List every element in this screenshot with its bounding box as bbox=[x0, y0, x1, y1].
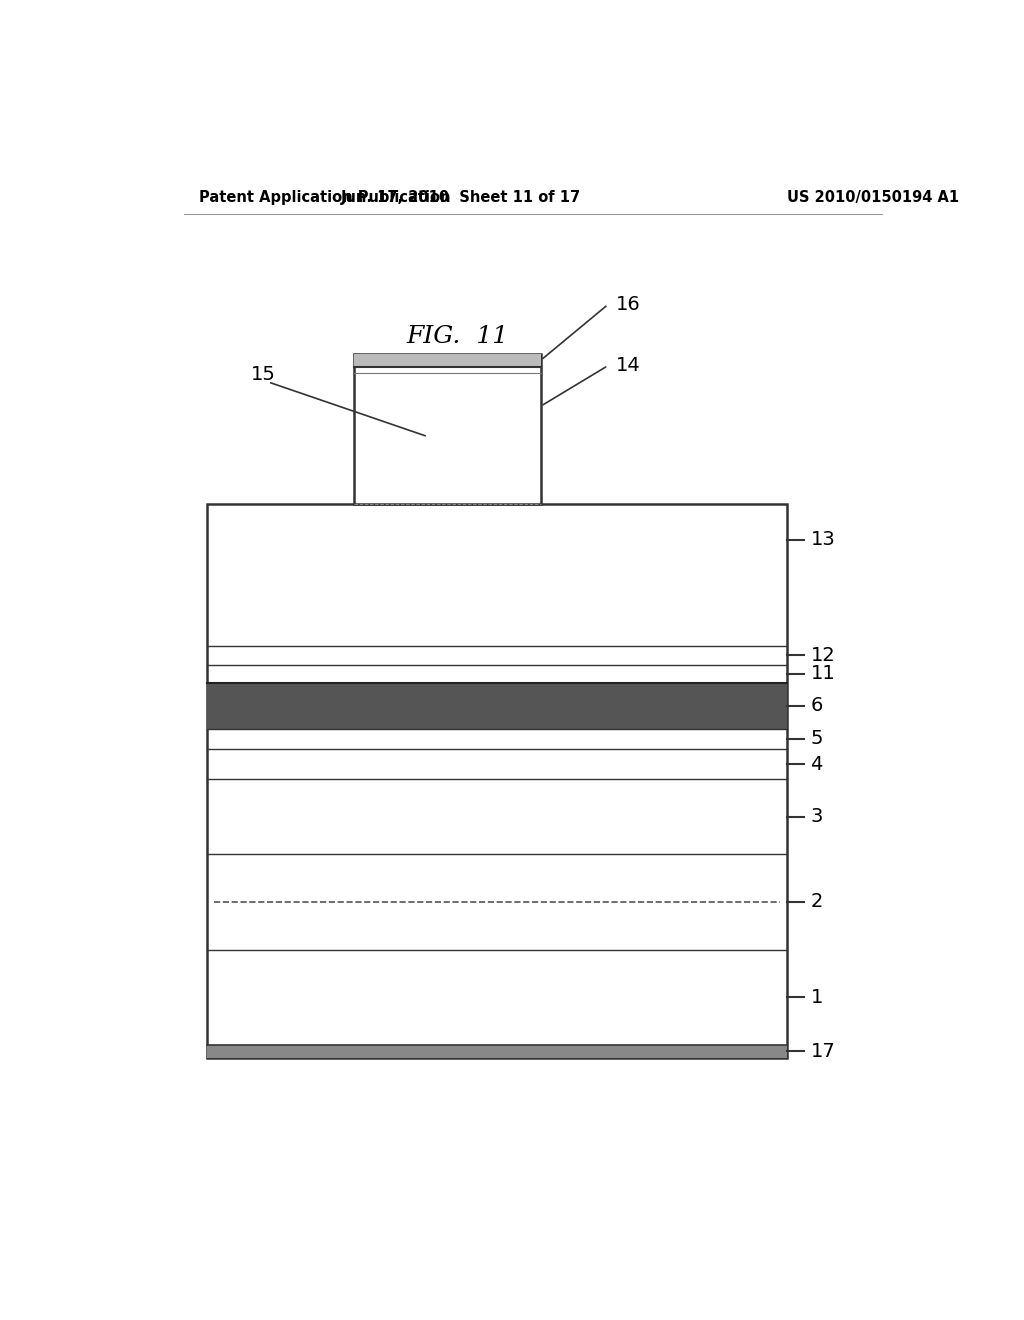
Bar bbox=[207, 504, 786, 1057]
Bar bbox=[354, 354, 541, 504]
Text: 12: 12 bbox=[811, 645, 836, 665]
Text: 3: 3 bbox=[811, 807, 823, 826]
Text: Patent Application Publication: Patent Application Publication bbox=[200, 190, 451, 205]
Text: 2: 2 bbox=[811, 892, 823, 911]
Text: FIG.  11: FIG. 11 bbox=[407, 325, 508, 347]
Bar bbox=[207, 682, 786, 729]
Bar bbox=[354, 354, 541, 367]
Text: 1: 1 bbox=[811, 987, 823, 1007]
Bar bbox=[207, 1044, 786, 1057]
Text: 16: 16 bbox=[616, 294, 641, 314]
Text: 6: 6 bbox=[811, 696, 823, 715]
Text: 5: 5 bbox=[811, 729, 823, 748]
Text: US 2010/0150194 A1: US 2010/0150194 A1 bbox=[786, 190, 958, 205]
Text: 4: 4 bbox=[811, 755, 823, 774]
Text: 13: 13 bbox=[811, 531, 836, 549]
Text: Jun. 17, 2010  Sheet 11 of 17: Jun. 17, 2010 Sheet 11 of 17 bbox=[341, 190, 582, 205]
Text: 17: 17 bbox=[811, 1041, 836, 1061]
Text: 15: 15 bbox=[251, 366, 275, 384]
Text: 14: 14 bbox=[616, 356, 641, 375]
Text: 11: 11 bbox=[811, 664, 836, 684]
